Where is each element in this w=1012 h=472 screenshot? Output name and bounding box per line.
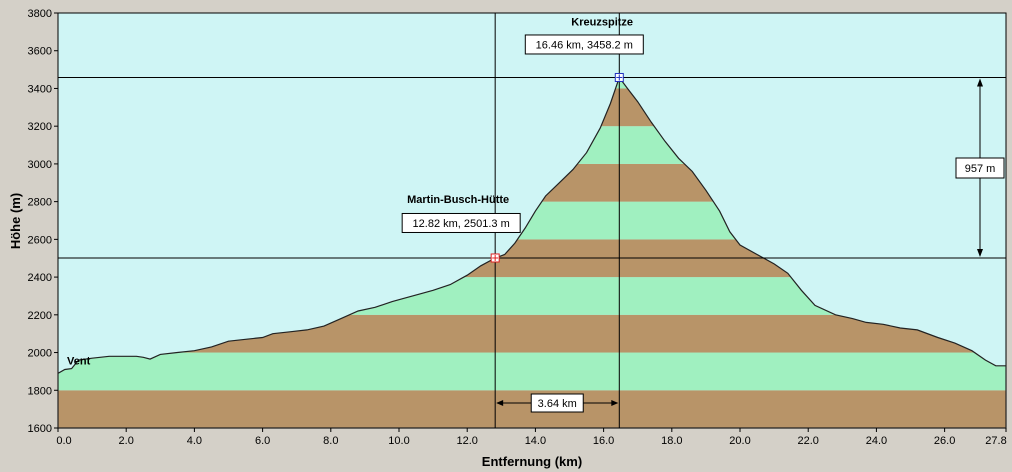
y-tick-label: 3600 — [28, 46, 52, 58]
axis-ticks: 1600 1800 2000 2200 2400 2600 2800 3000 3200 3400… — [28, 8, 1007, 447]
height-diff-arrowhead-top — [977, 78, 983, 87]
point-label-kreuzspitze: 16.46 km, 3458.2 m — [536, 39, 633, 51]
y-tick-label: 2400 — [28, 272, 52, 284]
y-tick-label: 3200 — [28, 121, 52, 133]
y-tick-label: 3000 — [28, 159, 52, 171]
x-tick-label: 2.0 — [119, 435, 134, 447]
x-tick-label: 24.0 — [866, 435, 887, 447]
y-tick-label: 3800 — [28, 8, 52, 20]
x-tick-label: 0.0 — [56, 435, 71, 447]
point-label-martin-busch: 12.82 km, 2501.3 m — [413, 218, 510, 230]
x-tick-label: 20.0 — [729, 435, 750, 447]
distance-label: 3.64 km — [538, 398, 577, 410]
x-tick-label: 10.0 — [388, 435, 409, 447]
x-tick-label: 12.0 — [456, 435, 477, 447]
place-label-martin-busch: Martin-Busch-Hütte — [407, 194, 509, 206]
annotations: 12.82 km, 2501.3 m 16.46 km, 3458.2 m Vent… — [58, 13, 1006, 428]
y-tick-label: 2000 — [28, 348, 52, 360]
height-diff-label: 957 m — [965, 163, 996, 175]
y-tick-label: 2800 — [28, 197, 52, 209]
place-label-kreuzspitze: Kreuzspitze — [571, 16, 633, 28]
distance-arrowhead-left — [496, 400, 504, 406]
x-tick-label: 8.0 — [323, 435, 338, 447]
elevation-band — [58, 352, 1006, 391]
y-tick-label: 1800 — [28, 385, 52, 397]
y-tick-label: 2200 — [28, 310, 52, 322]
x-tick-label: 4.0 — [187, 435, 202, 447]
place-label-vent: Vent — [67, 356, 91, 368]
distance-arrowhead-right — [611, 400, 619, 406]
y-axis-title: Höhe (m) — [8, 193, 23, 249]
distance-label-box — [530, 393, 584, 413]
terrain-outline — [57, 76, 1007, 429]
profile-outline — [57, 76, 1007, 429]
x-tick-label: 27.8 — [985, 435, 1006, 447]
y-tick-label: 2600 — [28, 234, 52, 246]
x-tick-label: 22.0 — [798, 435, 819, 447]
y-tick-label: 1600 — [28, 423, 52, 435]
x-axis-title: Entfernung (km) — [482, 454, 582, 469]
height-diff-label-box — [955, 157, 1005, 179]
y-tick-label: 3400 — [28, 83, 52, 95]
x-tick-label: 18.0 — [661, 435, 682, 447]
point-label-martin-busch-box — [401, 212, 521, 233]
x-tick-label: 6.0 — [255, 435, 270, 447]
height-diff-arrowhead-bottom — [977, 248, 983, 257]
x-tick-label: 26.0 — [934, 435, 955, 447]
x-tick-label: 16.0 — [593, 435, 614, 447]
x-tick-label: 14.0 — [525, 435, 546, 447]
point-label-kreuzspitze-box — [524, 34, 644, 55]
